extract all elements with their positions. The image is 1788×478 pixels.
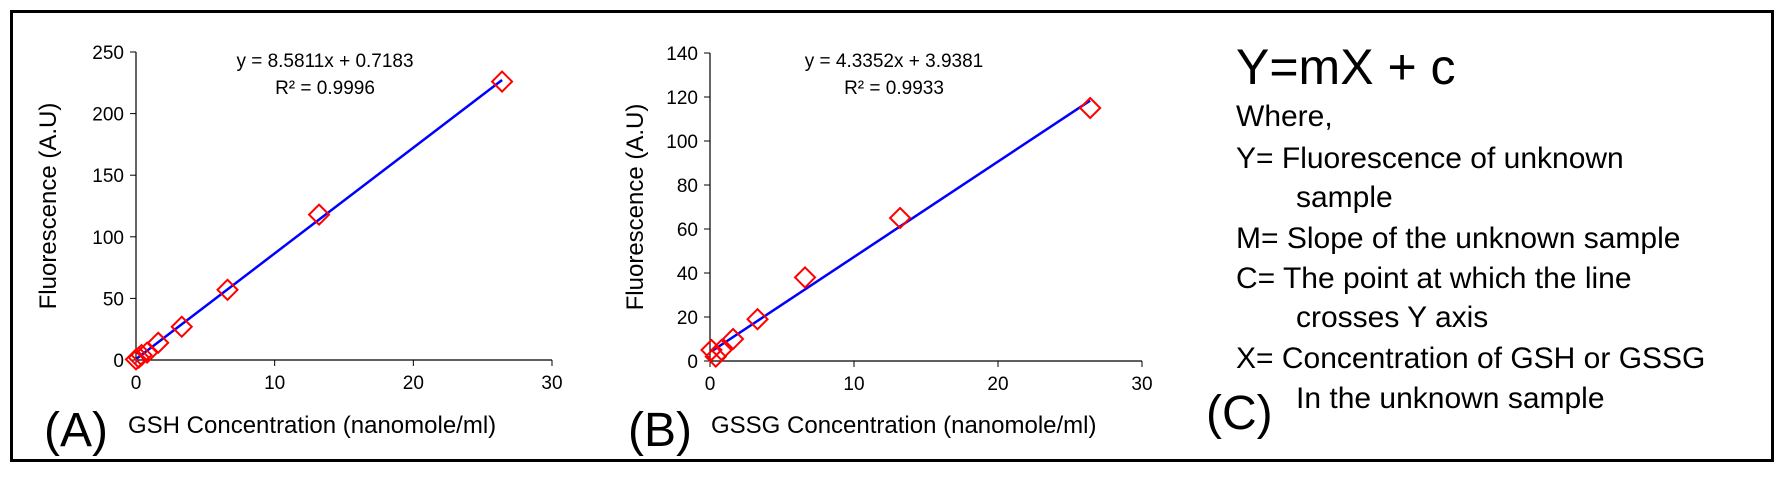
y-tick-label: 40 — [677, 264, 698, 285]
data-point — [1078, 96, 1102, 120]
r-squared: R² = 0.9996 — [275, 78, 375, 99]
panel-c-letter: (C) — [1206, 387, 1273, 440]
data-point — [490, 70, 514, 93]
trendline-equation: y = 8.5811x + 0.7183 — [236, 51, 413, 72]
panel-c-line-5: crosses Y axis — [1296, 301, 1489, 334]
x-tick-label: 20 — [403, 373, 424, 394]
y-tick-label: 60 — [677, 220, 698, 241]
y-tick-label: 0 — [113, 351, 124, 372]
figure-frame — [10, 10, 1774, 462]
data-point — [307, 203, 331, 227]
r-squared: R² = 0.9933 — [844, 78, 944, 99]
y-tick-label: 100 — [666, 132, 698, 153]
panel-c-line-1: Y= Fluorescence of unknown — [1236, 142, 1624, 175]
y-axis-label: Fluorescence (A.U) — [622, 104, 649, 311]
chart-a: 0 50 100 150 200 250 0 10 20 30 y = 8.5811x + 0.71… — [35, 43, 563, 457]
data-point — [721, 327, 745, 351]
x-tick-label: 0 — [705, 374, 716, 395]
panel-c-line-4: C= The point at which the line — [1236, 262, 1632, 295]
panel-c-line-6: X= Concentration of GSH or GSSG — [1236, 342, 1706, 375]
panel-c-formula: Y=mX + c — [1236, 39, 1456, 95]
panel-c-where: Where, — [1236, 100, 1333, 133]
x-tick-label: 0 — [131, 373, 142, 394]
data-point — [793, 265, 817, 289]
panel-c-line-2: sample — [1296, 181, 1393, 214]
trendline-equation: y = 4.3352x + 3.9381 — [805, 51, 984, 72]
data-point — [888, 206, 912, 230]
x-axis-label: GSSG Concentration (nanomole/ml) — [711, 412, 1097, 439]
panel-c-line-3: M= Slope of the unknown sample — [1236, 222, 1681, 255]
panel-letter: (A) — [44, 404, 108, 457]
y-tick-label: 20 — [677, 308, 698, 329]
data-point — [170, 315, 194, 339]
y-tick-label: 50 — [103, 289, 124, 310]
data-point — [146, 331, 170, 355]
y-tick-label: 0 — [687, 352, 698, 373]
data-point — [130, 343, 153, 367]
chart-b: 0 20 40 60 80 100 120 140 0 10 20 30 y = 4.3352x + 3… — [622, 44, 1153, 457]
data-point — [216, 278, 239, 302]
data-point — [746, 307, 769, 331]
panel-c-line-7: In the unknown sample — [1296, 382, 1605, 415]
y-tick-label: 100 — [92, 228, 124, 249]
x-tick-label: 10 — [843, 374, 864, 395]
y-tick-label: 80 — [677, 176, 698, 197]
x-tick-label: 30 — [541, 373, 562, 394]
trendline — [135, 79, 503, 361]
x-axis-label: GSH Concentration (nanomole/ml) — [128, 412, 496, 439]
x-tick-label: 20 — [987, 374, 1008, 395]
x-tick-label: 30 — [1131, 374, 1152, 395]
panel-letter: (B) — [628, 404, 692, 457]
data-point — [710, 338, 733, 362]
y-tick-label: 120 — [666, 88, 698, 109]
y-axis-label: Fluorescence (A.U) — [35, 103, 62, 310]
data-point — [704, 345, 728, 369]
data-point — [700, 338, 723, 362]
y-tick-label: 200 — [92, 105, 124, 126]
x-tick-label: 10 — [264, 373, 285, 394]
y-tick-label: 250 — [92, 43, 124, 64]
y-tick-label: 140 — [666, 44, 698, 65]
y-tick-label: 150 — [92, 166, 124, 187]
